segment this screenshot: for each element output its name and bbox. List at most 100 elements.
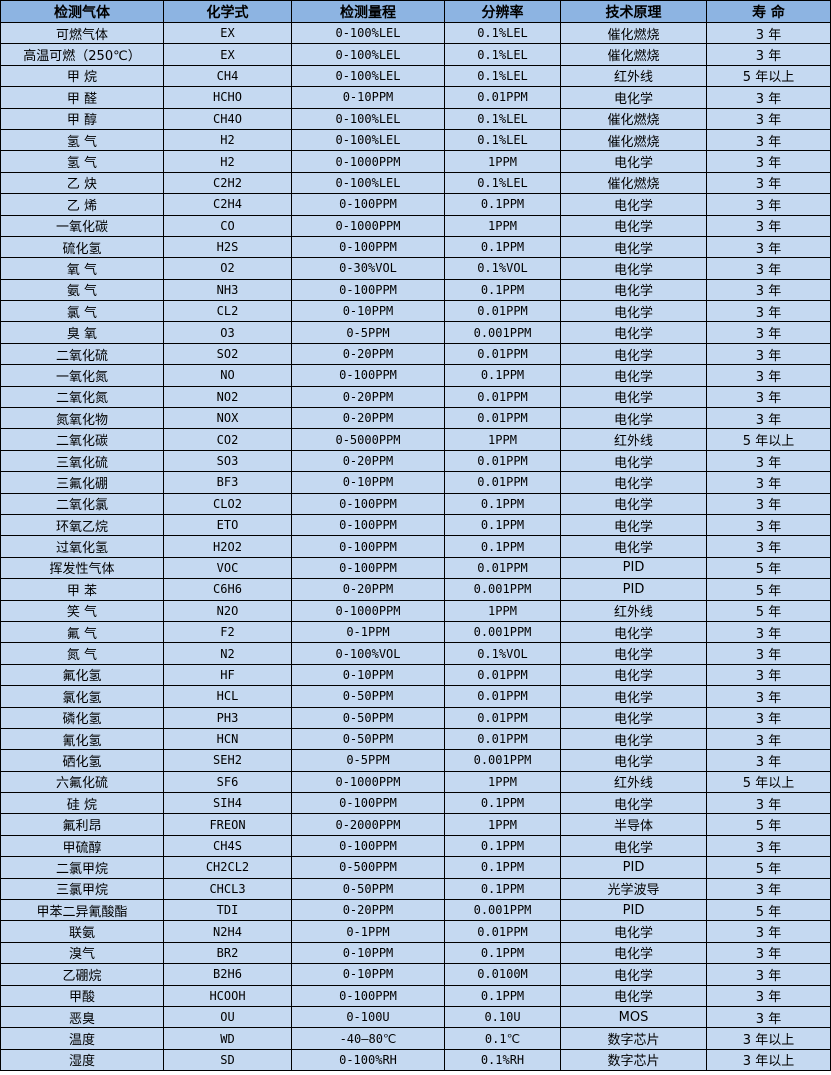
table-row: 硒化氢 SEH2 0-5PPM 0.001PPM 电化学 3 年 [0,749,831,772]
cell-resolution: 1PPM [444,599,561,622]
cell-lifespan: 5 年以上 [706,428,831,451]
cell-resolution: 0.001PPM [444,620,561,644]
cell-principle: 电化学 [560,663,707,687]
cell-detection-range: 0-100%VOL [291,642,445,665]
cell-principle: 电化学 [560,364,707,387]
cell-chemical-formula: WD [163,1027,292,1050]
cell-principle: 电化学 [560,214,707,237]
cell-chemical-formula: CH2CL2 [163,856,292,879]
cell-gas-name: 氟化氢 [0,663,164,687]
table-row: 三氟化硼 BF3 0-10PPM 0.01PPM 电化学 3 年 [0,471,831,494]
cell-principle: 电化学 [560,706,707,729]
cell-lifespan: 5 年以上 [706,64,831,88]
table-row: 二氧化氯 CLO2 0-100PPM 0.1PPM 电化学 3 年 [0,492,831,515]
cell-lifespan: 3 年 [706,21,831,45]
cell-gas-name: 二氧化氮 [0,385,164,409]
cell-detection-range: 0-100PPM [291,364,445,387]
cell-resolution: 0.1PPM [444,235,561,259]
cell-chemical-formula: C6H6 [163,578,292,601]
cell-lifespan: 3 年 [706,642,831,665]
table-row: 一氧化碳 CO 0-1000PPM 1PPM 电化学 3 年 [0,214,831,237]
cell-chemical-formula: SIH4 [163,792,292,815]
cell-gas-name: 可燃气体 [0,21,164,45]
table-row: 氟化氢 HF 0-10PPM 0.01PPM 电化学 3 年 [0,663,831,687]
cell-detection-range: 0-100PPM [291,235,445,259]
cell-gas-name: 氧 气 [0,257,164,280]
cell-lifespan: 3 年 [706,214,831,237]
cell-gas-name: 挥发性气体 [0,556,164,580]
cell-principle: 电化学 [560,620,707,644]
cell-detection-range: 0-5PPM [291,749,445,772]
cell-chemical-formula: HCN [163,727,292,751]
cell-principle: 红外线 [560,599,707,622]
cell-gas-name: 甲 烷 [0,64,164,88]
cell-resolution: 1PPM [444,770,561,794]
cell-principle: 电化学 [560,492,707,515]
cell-gas-name: 氟利昂 [0,813,164,836]
cell-lifespan: 3 年 [706,834,831,858]
table-row: 氯化氢 HCL 0-50PPM 0.01PPM 电化学 3 年 [0,685,831,708]
cell-chemical-formula: CH4S [163,834,292,858]
table-row: 氮 气 N2 0-100%VOL 0.1%VOL 电化学 3 年 [0,642,831,665]
cell-chemical-formula: SF6 [163,770,292,794]
cell-detection-range: 0-100PPM [291,556,445,580]
cell-detection-range: 0-1000PPM [291,214,445,237]
cell-detection-range: 0-1000PPM [291,770,445,794]
cell-gas-name: 甲 醛 [0,86,164,109]
cell-detection-range: 0-20PPM [291,342,445,366]
cell-detection-range: 0-30%VOL [291,257,445,280]
table-row: 二氧化碳 CO2 0-5000PPM 1PPM 红外线 5 年以上 [0,428,831,451]
cell-detection-range: 0-100PPM [291,834,445,858]
cell-detection-range: 0-100U [291,1005,445,1029]
cell-gas-name: 湿度 [0,1048,164,1072]
cell-principle: 电化学 [560,642,707,665]
table-row: 氰化氢 HCN 0-50PPM 0.01PPM 电化学 3 年 [0,727,831,751]
table-row: 三氯甲烷 CHCL3 0-50PPM 0.1PPM 光学波导 3 年 [0,877,831,901]
cell-chemical-formula: CH4 [163,64,292,88]
cell-chemical-formula: HCOOH [163,984,292,1007]
cell-lifespan: 3 年 [706,385,831,409]
cell-chemical-formula: N2H4 [163,920,292,943]
cell-detection-range: 0-100PPM [291,984,445,1007]
cell-gas-name: 甲 苯 [0,578,164,601]
cell-detection-range: 0-100%LEL [291,107,445,130]
cell-resolution: 0.1%LEL [444,43,561,66]
cell-lifespan: 3 年 [706,449,831,473]
table-row: 氨 气 NH3 0-100PPM 0.1PPM 电化学 3 年 [0,278,831,302]
cell-principle: 电化学 [560,920,707,943]
cell-principle: PID [560,556,707,580]
cell-chemical-formula: CL2 [163,300,292,323]
cell-gas-name: 氰化氢 [0,727,164,751]
cell-gas-name: 臭 氧 [0,321,164,344]
cell-lifespan: 3 年 [706,685,831,708]
cell-principle: 催化燃烧 [560,43,707,66]
cell-resolution: 0.1PPM [444,193,561,216]
cell-detection-range: 0-10PPM [291,941,445,965]
cell-gas-name: 硒化氢 [0,749,164,772]
cell-lifespan: 3 年 [706,706,831,729]
cell-chemical-formula: CH4O [163,107,292,130]
cell-lifespan: 3 年以上 [706,1048,831,1072]
column-header-principle: 技术原理 [560,0,707,23]
cell-detection-range: 0-1PPM [291,620,445,644]
table-row: 甲苯二异氰酸酯 TDI 0-20PPM 0.001PPM PID 5 年 [0,899,831,922]
cell-detection-range: 0-20PPM [291,578,445,601]
cell-gas-name: 高温可燃（250℃） [0,43,164,66]
cell-detection-range: 0-10PPM [291,471,445,494]
cell-lifespan: 5 年 [706,599,831,622]
cell-resolution: 0.1%LEL [444,107,561,130]
cell-principle: 电化学 [560,513,707,537]
cell-principle: 电化学 [560,449,707,473]
cell-detection-range: 0-100PPM [291,193,445,216]
cell-detection-range: 0-100%LEL [291,64,445,88]
table-row: 甲硫醇 CH4S 0-100PPM 0.1PPM 电化学 3 年 [0,834,831,858]
cell-lifespan: 3 年 [706,300,831,323]
table-row: 磷化氢 PH3 0-50PPM 0.01PPM 电化学 3 年 [0,706,831,729]
cell-gas-name: 环氧乙烷 [0,513,164,537]
cell-detection-range: 0-50PPM [291,706,445,729]
table-row: 溴气 BR2 0-10PPM 0.1PPM 电化学 3 年 [0,941,831,965]
cell-lifespan: 3 年 [706,342,831,366]
cell-lifespan: 3 年 [706,727,831,751]
cell-resolution: 0.01PPM [444,407,561,430]
table-row: 氮氧化物 NOX 0-20PPM 0.01PPM 电化学 3 年 [0,407,831,430]
